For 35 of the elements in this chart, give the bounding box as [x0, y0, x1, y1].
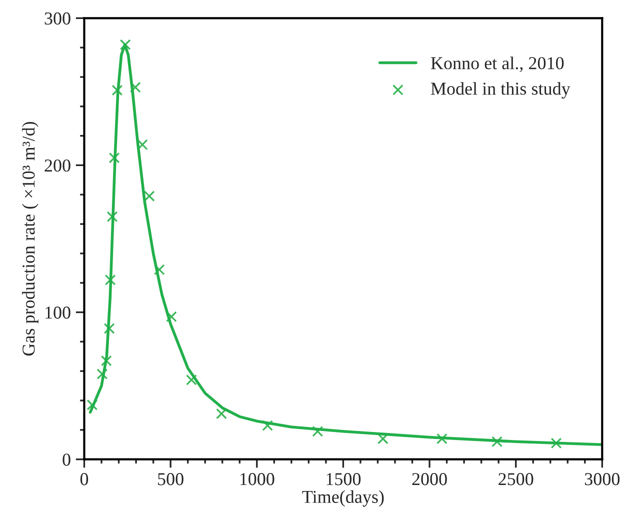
line-series [88, 43, 602, 446]
x-tick-label: 0 [80, 473, 88, 486]
point [106, 211, 118, 222]
legend-label: Model in this study [430, 82, 570, 99]
x-tick-label: 500 [158, 473, 184, 486]
legend-label: Konno et al., 2010 [430, 56, 564, 72]
point [166, 311, 177, 322]
point [492, 436, 503, 448]
x-tick-label: 3000 [584, 473, 620, 486]
point [436, 433, 448, 444]
point [216, 408, 227, 420]
point [186, 374, 197, 386]
point [100, 355, 112, 366]
y-tick-label: 300 [44, 12, 70, 25]
point [86, 399, 98, 410]
point [108, 152, 120, 164]
x-tick-label: 1500 [326, 473, 361, 486]
point [112, 84, 123, 96]
y-tick-label: 200 [44, 159, 70, 172]
point [120, 39, 131, 50]
y-tick-label: 0 [62, 454, 70, 466]
x-axis-title: Time(days) [302, 490, 384, 507]
point [96, 368, 108, 380]
x-tick-label: 2500 [498, 473, 534, 486]
y-tick-label: 100 [46, 306, 70, 319]
point [104, 274, 116, 286]
x-tick-label: 1000 [240, 473, 274, 486]
point [130, 82, 141, 93]
point [262, 420, 274, 431]
point [104, 322, 115, 334]
x-tick-label: 2000 [412, 473, 447, 486]
point [144, 190, 155, 202]
y-axis-title: Gas production rate ( ×10³ m³/d) [22, 122, 38, 356]
point [312, 426, 324, 437]
point [550, 438, 562, 449]
